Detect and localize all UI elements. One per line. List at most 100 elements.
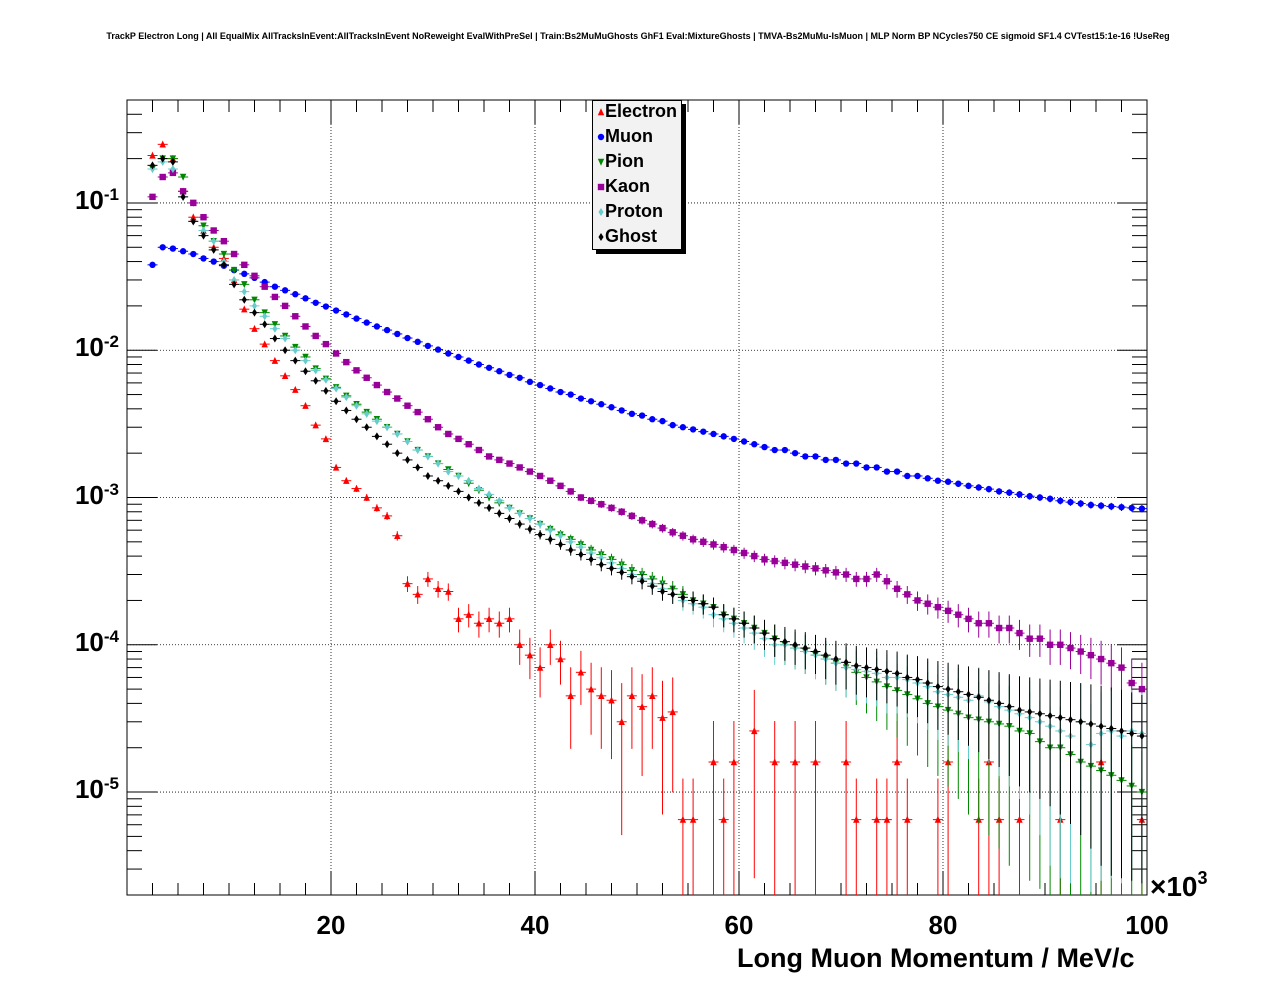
point-electron: [720, 815, 727, 823]
point-proton: [241, 287, 247, 296]
data-marks: [147, 140, 1147, 895]
point-muon: [1057, 497, 1064, 504]
point-ghost: [160, 154, 166, 163]
point-ghost: [445, 481, 451, 490]
point-ghost: [965, 690, 972, 699]
point-kaon: [649, 520, 656, 528]
point-ghost: [976, 693, 982, 702]
point-proton: [343, 393, 349, 402]
point-electron: [353, 484, 360, 492]
point-muon: [557, 388, 564, 396]
point-electron: [771, 758, 778, 766]
point-ghost: [578, 550, 584, 559]
point-kaon: [343, 358, 350, 366]
point-muon: [383, 326, 391, 334]
point-pion: [230, 266, 238, 274]
legend-marker-electron: [597, 108, 605, 116]
point-ghost: [313, 376, 319, 385]
point-ghost: [547, 535, 553, 544]
y-tick-label: 10-5: [59, 774, 119, 805]
point-muon: [322, 303, 330, 310]
point-kaon: [669, 529, 676, 536]
point-kaon: [383, 388, 391, 396]
point-pion: [220, 250, 228, 258]
point-kaon: [944, 607, 952, 615]
point-kaon: [434, 424, 442, 431]
point-muon: [475, 361, 483, 368]
point-proton: [466, 476, 472, 485]
y-tick-exp: -4: [103, 626, 119, 646]
point-kaon: [873, 571, 880, 578]
point-kaon: [1077, 648, 1084, 655]
point-muon: [302, 295, 309, 302]
y-tick-label: 10-1: [59, 185, 119, 216]
point-electron: [904, 815, 911, 823]
point-muon: [710, 430, 717, 438]
point-ghost: [935, 682, 941, 691]
point-electron: [577, 668, 585, 676]
point-proton: [476, 484, 482, 493]
point-muon: [210, 258, 217, 265]
point-kaon: [577, 494, 585, 501]
point-muon: [842, 460, 850, 467]
point-electron: [547, 640, 554, 648]
series-muon: [147, 244, 1147, 513]
y-tick-base: 10: [74, 479, 104, 510]
point-muon: [608, 404, 615, 411]
point-proton: [170, 165, 176, 174]
point-kaon: [547, 477, 554, 484]
point-ghost: [1006, 702, 1012, 711]
point-ghost: [272, 334, 278, 343]
x-tick-label: 60: [724, 910, 754, 940]
point-electron: [292, 385, 299, 393]
legend-label: Pion: [605, 151, 644, 171]
point-ghost: [588, 555, 594, 564]
point-proton: [506, 503, 513, 512]
legend-entry-kaon: Kaon: [593, 176, 681, 201]
point-proton: [435, 459, 441, 468]
point-ghost: [527, 525, 533, 534]
point-electron: [659, 713, 666, 721]
point-ghost: [1027, 707, 1033, 716]
point-ghost: [812, 647, 819, 656]
point-kaon: [179, 188, 187, 195]
point-kaon: [363, 374, 370, 381]
point-muon: [1036, 494, 1044, 501]
point-ghost: [1108, 724, 1114, 733]
point-muon: [200, 255, 207, 262]
point-muon: [1097, 502, 1105, 509]
point-proton: [323, 375, 329, 384]
point-kaon: [485, 453, 493, 460]
legend: Electron Muon Pion Kaon Proton Ghost: [592, 100, 682, 250]
point-electron: [649, 692, 656, 700]
grid-lines: [127, 100, 1147, 895]
point-electron: [455, 615, 462, 623]
point-muon: [404, 334, 411, 342]
point-kaon: [271, 293, 279, 301]
point-ghost: [598, 560, 604, 569]
point-proton: [313, 366, 319, 375]
point-muon: [159, 244, 166, 251]
point-ghost: [741, 619, 747, 628]
point-proton: [527, 514, 533, 523]
point-electron: [751, 727, 758, 735]
point-pion: [179, 173, 187, 181]
point-muon: [526, 378, 534, 386]
point-muon: [394, 330, 401, 338]
point-ghost: [986, 696, 992, 705]
point-electron: [322, 435, 330, 443]
point-ghost: [231, 280, 237, 289]
point-muon: [445, 350, 452, 357]
point-ghost: [1088, 719, 1094, 728]
point-ghost: [690, 596, 696, 605]
point-electron: [302, 401, 309, 409]
point-muon: [424, 342, 432, 350]
point-electron: [506, 615, 513, 623]
point-proton: [557, 531, 564, 540]
point-kaon: [220, 237, 228, 245]
point-kaon: [802, 563, 809, 570]
point-muon: [587, 398, 595, 405]
point-ghost: [221, 260, 227, 269]
point-kaon: [730, 546, 738, 554]
point-proton: [578, 543, 584, 552]
